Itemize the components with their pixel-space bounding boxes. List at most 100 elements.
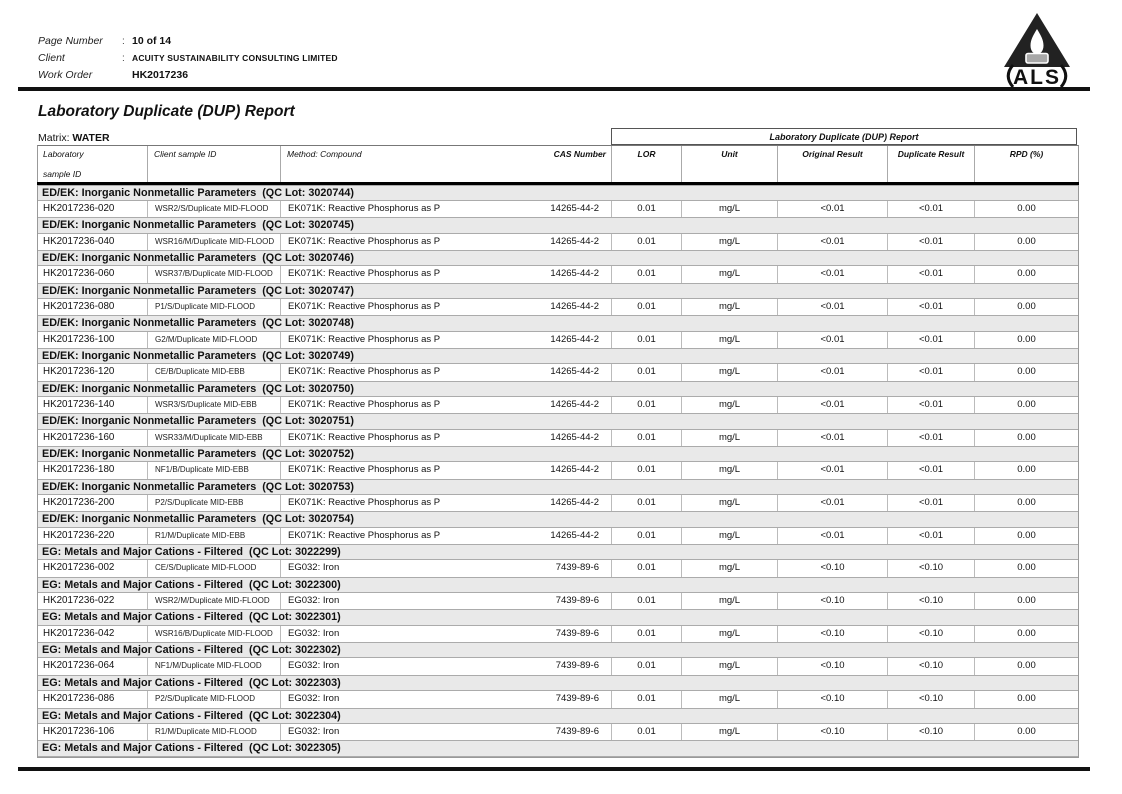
cell-original-result: <0.01 [778,233,888,250]
group-header-row: ED/EK: Inorganic Nonmetallic Parameters … [38,282,1078,299]
cell-original-result: <0.01 [778,266,888,283]
logo-left-paren [1006,64,1015,88]
group-header-row: ED/EK: Inorganic Nonmetallic Parameters … [38,380,1078,397]
cell-method-compound: EK071K: Reactive Phosphorus as P [288,202,441,214]
cell-lab-sample-id: HK2017236-064 [38,658,148,675]
cell-original-result: <0.10 [778,658,888,675]
cell-duplicate-result: <0.01 [888,429,975,446]
cell-lab-sample-id: HK2017236-106 [38,723,148,741]
cell-lor: 0.01 [612,462,682,479]
cell-duplicate-result: <0.10 [888,658,975,675]
group-header-row: ED/EK: Inorganic Nonmetallic Parameters … [38,413,1078,430]
cell-method-compound: EK071K: Reactive Phosphorus as P [288,333,441,345]
group-header-row: ED/EK: Inorganic Nonmetallic Parameters … [38,478,1078,496]
column-header-row: Laboratory sample ID Client sample ID Me… [37,145,1079,182]
col-header-duplicate-result: Duplicate Result [888,146,975,182]
cell-original-result: <0.01 [778,429,888,446]
cell-lor: 0.01 [612,331,682,348]
client-value: ACUITY SUSTAINABILITY CONSULTING LIMITED [132,53,338,63]
cell-client-sample-id: P2/S/Duplicate MID-EBB [148,495,281,512]
cell-original-result: <0.01 [778,462,888,479]
cell-lab-sample-id: HK2017236-086 [38,691,148,708]
cell-original-result: <0.10 [778,560,888,577]
cell-cas-number: 7439-89-6 [539,691,612,708]
cell-client-sample-id: R1/M/Duplicate MID-EBB [148,527,281,545]
cell-client-sample-id: WSR33/M/Duplicate MID-EBB [148,429,281,446]
cell-lor: 0.01 [612,527,682,545]
cell-lor: 0.01 [612,233,682,250]
cell-method-compound: EK071K: Reactive Phosphorus as P [288,398,441,410]
cell-method-compound: EK071K: Reactive Phosphorus as P [288,529,441,541]
cell-cas-number: 14265-44-2 [539,495,612,512]
cell-unit: mg/L [682,200,778,218]
cell-method-compound: EG032: Iron [288,660,340,672]
cell-rpd: 0.00 [1017,562,1036,574]
table-row: HK2017236-106 R1/M/Duplicate MID-FLOOD EG0… [38,723,1078,741]
cell-method-compound: EK071K: Reactive Phosphorus as P [288,497,441,509]
table-row: HK2017236-080 P1/S/Duplicate MID-FLOOD EK0… [38,298,1078,316]
cell-unit: mg/L [682,429,778,446]
cell-duplicate-result: <0.10 [888,560,975,577]
page-header: Page Number : 10 of 14 Client : ACUITY S… [38,35,338,86]
table-row: HK2017236-160 WSR33/M/Duplicate MID-EBB EK… [38,429,1078,446]
col-header-unit: Unit [682,146,778,182]
matrix-label: Matrix: [38,132,70,144]
cell-cas-number: 14265-44-2 [539,233,612,250]
group-header-row: EG: Metals and Major Cations - Filtered … [38,707,1078,724]
cell-rpd: 0.00 [1017,464,1036,476]
cell-cas-number: 14265-44-2 [539,429,612,446]
cell-lab-sample-id: HK2017236-220 [38,527,148,545]
cell-rpd: 0.00 [1017,268,1036,280]
cell-unit: mg/L [682,560,778,577]
group-header-row: EG: Metals and Major Cations - Filtered … [38,740,1078,757]
cell-original-result: <0.01 [778,298,888,316]
page-number-row: Page Number : 10 of 14 [38,35,338,52]
cell-lor: 0.01 [612,396,682,414]
cell-unit: mg/L [682,593,778,610]
group-header-row: ED/EK: Inorganic Nonmetallic Parameters … [38,347,1078,365]
cell-lor: 0.01 [612,625,682,643]
cell-cas-number: 14265-44-2 [539,298,612,316]
table-row: HK2017236-120 CE/B/Duplicate MID-EBB EK071… [38,364,1078,381]
group-header-row: ED/EK: Inorganic Nonmetallic Parameters … [38,446,1078,463]
cell-original-result: <0.01 [778,495,888,512]
table-row: HK2017236-060 WSR37/B/Duplicate MID-FLOOD… [38,266,1078,283]
table-row: HK2017236-140 WSR3/S/Duplicate MID-EBB EK0… [38,396,1078,414]
table-span-header: Laboratory Duplicate (DUP) Report [611,128,1077,145]
cell-lab-sample-id: HK2017236-180 [38,462,148,479]
work-order-label: Work Order [38,69,93,81]
page-number-label: Page Number [38,35,103,47]
cell-lab-sample-id: HK2017236-100 [38,331,148,348]
cell-unit: mg/L [682,266,778,283]
cell-cas-number: 14265-44-2 [539,527,612,545]
als-logo-graphic: ALS [1004,13,1070,89]
table-body: ED/EK: Inorganic Nonmetallic Parameters … [37,184,1079,758]
work-order-row: Work Order HK2017236 [38,69,338,86]
col-header-original-result: Original Result [778,146,888,182]
cell-rpd: 0.00 [1017,693,1036,705]
cell-method-compound: EK071K: Reactive Phosphorus as P [288,235,441,247]
cell-unit: mg/L [682,495,778,512]
table-row: HK2017236-100 G2/M/Duplicate MID-FLOOD EK0… [38,331,1078,348]
cell-client-sample-id: P2/S/Duplicate MID-FLOOD [148,691,281,708]
page-number-colon: : [122,36,125,47]
cell-method-compound: EK071K: Reactive Phosphorus as P [288,268,441,280]
cell-rpd: 0.00 [1017,366,1036,378]
cell-lor: 0.01 [612,723,682,741]
cell-method-compound: EG032: Iron [288,725,340,737]
table-row: HK2017236-220 R1/M/Duplicate MID-EBB EK071… [38,527,1078,545]
cell-unit: mg/L [682,331,778,348]
table-row: HK2017236-020 WSR2/S/Duplicate MID-FLOOD E… [38,200,1078,218]
cell-lab-sample-id: HK2017236-022 [38,593,148,610]
cell-rpd: 0.00 [1017,725,1036,737]
cell-unit: mg/L [682,691,778,708]
cell-original-result: <0.01 [778,331,888,348]
cell-duplicate-result: <0.10 [888,593,975,610]
cell-duplicate-result: <0.10 [888,691,975,708]
cell-client-sample-id: WSR37/B/Duplicate MID-FLOOD [148,266,281,283]
cell-duplicate-result: <0.10 [888,625,975,643]
cell-rpd: 0.00 [1017,202,1036,214]
footer-rule [18,767,1090,771]
matrix-line: Matrix: WATER [38,132,110,144]
flame-icon [1030,29,1044,54]
